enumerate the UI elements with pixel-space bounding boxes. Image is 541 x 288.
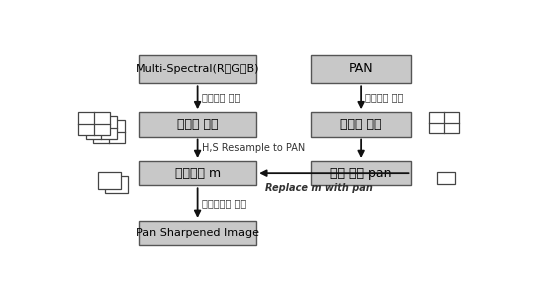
FancyBboxPatch shape <box>311 112 411 137</box>
FancyBboxPatch shape <box>139 112 256 137</box>
FancyBboxPatch shape <box>139 54 256 83</box>
FancyBboxPatch shape <box>105 176 128 193</box>
FancyBboxPatch shape <box>311 54 411 83</box>
Text: 분해된 영상: 분해된 영상 <box>340 118 382 131</box>
Text: 역웨이브렛 분해: 역웨이브렛 분해 <box>202 198 246 208</box>
FancyBboxPatch shape <box>139 161 256 185</box>
Text: 분해된 영상: 분해된 영상 <box>177 118 219 131</box>
Text: 구조 영상 pan: 구조 영상 pan <box>331 167 392 180</box>
FancyBboxPatch shape <box>85 116 117 139</box>
FancyBboxPatch shape <box>98 172 121 189</box>
FancyBboxPatch shape <box>139 221 256 245</box>
Text: Multi-Spectral(R・G・B): Multi-Spectral(R・G・B) <box>136 64 259 74</box>
Text: Replace m with pan: Replace m with pan <box>265 183 373 193</box>
Text: Pan Sharpened Image: Pan Sharpened Image <box>136 228 259 238</box>
Text: 구조영상 m: 구조영상 m <box>175 167 221 180</box>
FancyBboxPatch shape <box>311 161 411 185</box>
FancyBboxPatch shape <box>78 112 109 135</box>
FancyBboxPatch shape <box>438 172 455 184</box>
FancyBboxPatch shape <box>93 120 124 143</box>
Text: 웨이브렛 분해: 웨이브렛 분해 <box>365 92 404 102</box>
Text: H,S Resample to PAN: H,S Resample to PAN <box>202 143 305 153</box>
FancyBboxPatch shape <box>429 112 459 133</box>
Text: 웨이브렛 분해: 웨이브렛 분해 <box>202 92 240 102</box>
Text: PAN: PAN <box>349 62 373 75</box>
